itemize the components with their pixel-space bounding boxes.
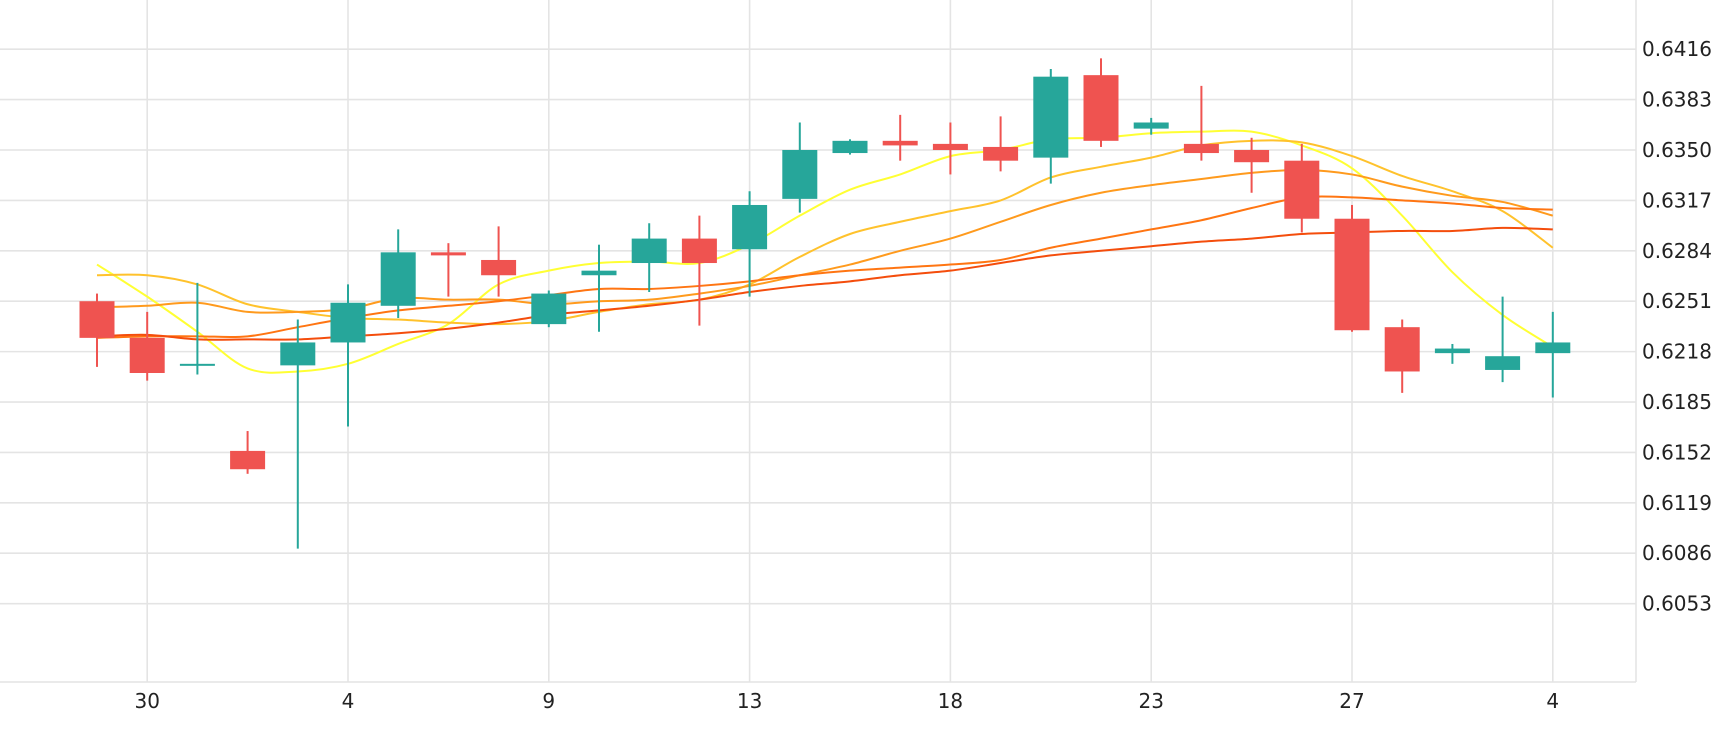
candle-body — [732, 204, 768, 250]
y-tick-label: 0.6383 — [1642, 88, 1712, 112]
candle-body — [1535, 342, 1571, 354]
candles — [79, 58, 1571, 549]
candle — [631, 223, 667, 293]
candle-body — [129, 337, 165, 373]
candle — [1083, 58, 1119, 147]
y-tick-label: 0.6317 — [1642, 188, 1712, 212]
candle — [932, 122, 968, 175]
x-tick-label: 9 — [542, 689, 555, 713]
candle — [1334, 204, 1370, 332]
candle — [481, 226, 517, 297]
candle-body — [983, 146, 1019, 161]
y-tick-label: 0.6119 — [1642, 491, 1712, 515]
y-tick-label: 0.6152 — [1642, 440, 1712, 464]
candle-body — [1485, 356, 1521, 370]
y-tick-label: 0.6284 — [1642, 239, 1712, 263]
candle — [983, 116, 1019, 172]
candle — [531, 290, 567, 328]
candle — [230, 431, 266, 474]
candle — [79, 293, 115, 367]
candle-body — [782, 149, 818, 199]
candle-body — [531, 293, 567, 325]
candle-body — [832, 140, 868, 154]
y-tick-label: 0.6350 — [1642, 138, 1712, 162]
y-tick-label: 0.6416 — [1642, 37, 1712, 61]
candle — [581, 244, 617, 332]
candle-body — [932, 143, 968, 150]
candle — [330, 284, 366, 427]
x-tick-label: 18 — [938, 689, 963, 713]
x-tick-label: 4 — [1546, 689, 1559, 713]
candle — [832, 139, 868, 155]
ma-line-4 — [96, 195, 1553, 339]
candle — [1234, 137, 1270, 193]
candle — [882, 114, 918, 161]
candle — [782, 122, 818, 213]
y-tick-label: 0.6218 — [1642, 340, 1712, 364]
candle — [732, 191, 768, 297]
candle-body — [1434, 348, 1470, 354]
x-tick-label: 4 — [342, 689, 355, 713]
candle — [1434, 343, 1470, 364]
candle — [179, 282, 215, 375]
candle — [1033, 69, 1069, 184]
candle-body — [280, 342, 316, 366]
ma-line-3 — [96, 168, 1554, 314]
candle-body — [1033, 76, 1069, 158]
candle — [1384, 319, 1420, 393]
candle-body — [581, 270, 617, 276]
candle — [1133, 117, 1169, 135]
y-tick-label: 0.6185 — [1642, 390, 1712, 414]
candle-body — [380, 252, 416, 306]
candle — [129, 311, 165, 381]
candle-body — [79, 301, 115, 338]
candle-body — [1384, 327, 1420, 372]
candle-body — [1334, 218, 1370, 331]
x-axis: 30 4 9 13 18 23 27 4 — [134, 689, 1559, 713]
y-tick-label: 0.6251 — [1642, 289, 1712, 313]
candle-body — [1083, 75, 1119, 141]
candle-body — [230, 450, 266, 470]
candle — [1535, 311, 1571, 398]
x-tick-label: 23 — [1138, 689, 1163, 713]
y-axis: 0.6053 0.6086 0.6119 0.6152 0.6185 0.6218 0.62… — [1642, 37, 1712, 615]
candle — [430, 243, 466, 297]
candle — [1183, 85, 1219, 161]
ma-line-1 — [96, 129, 1554, 374]
candle-body — [330, 302, 366, 343]
candle — [1284, 143, 1320, 233]
candle-body — [1234, 149, 1270, 163]
candle — [1485, 296, 1521, 383]
y-tick-label: 0.6086 — [1642, 541, 1712, 565]
candle-body — [179, 363, 215, 366]
candle-body — [681, 238, 717, 264]
moving-average-lines — [96, 129, 1554, 374]
candle-body — [1183, 143, 1219, 154]
y-tick-label: 0.6053 — [1642, 592, 1712, 616]
candle-body — [1284, 160, 1320, 219]
candle-body — [430, 252, 466, 256]
candle — [681, 215, 717, 326]
candle-body — [481, 259, 517, 276]
candle — [280, 319, 316, 549]
candle — [380, 229, 416, 319]
x-tick-label: 13 — [737, 689, 762, 713]
candle-body — [882, 140, 918, 146]
x-tick-label: 27 — [1339, 689, 1364, 713]
x-tick-label: 30 — [134, 689, 159, 713]
candle-body — [631, 238, 667, 264]
candle-body — [1133, 122, 1169, 129]
